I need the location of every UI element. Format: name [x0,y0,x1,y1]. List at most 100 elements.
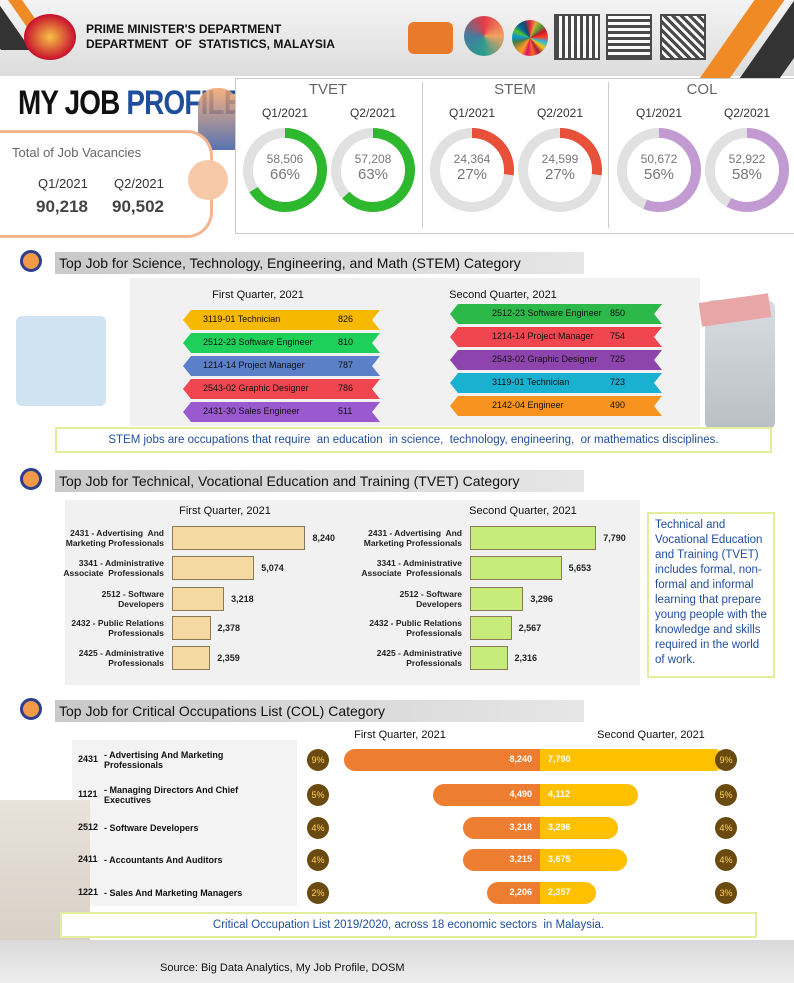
bar-q2 [540,784,638,806]
note-box: Critical Occupation List 2019/2020, acro… [60,912,757,938]
share-circle [307,849,329,871]
job-name: 2431 - Advertising And Marketing Profess… [65,528,164,548]
donut [243,128,327,212]
bar-value: 3,218 [509,822,532,832]
job-name: 2431 - Advertising And Marketing Profess… [363,528,462,548]
bar-value: 7,790 [548,754,571,764]
job-value: 723 [610,377,626,387]
bar-q2 [540,882,597,904]
road [0,940,794,983]
job-name: 2432 - Public Relations Professionals [369,618,462,638]
share-circle [715,849,737,871]
quarter-heading: First Quarter, 2021 [212,289,304,301]
job-name: 3341 - Administrative Associate Professi… [361,558,462,578]
quarter-heading: First Quarter, 2021 [354,729,446,741]
donut-percent: 27% [544,166,576,183]
share-circle [307,817,329,839]
vacancy-icon [188,160,228,200]
source: Source: Big Data Analytics, My Job Profi… [160,962,405,974]
col-panel [72,740,297,906]
bar-value: 7,790 [603,533,626,543]
bar [172,616,211,640]
bar-value: 3,296 [548,822,571,832]
bar-value: 3,296 [530,594,553,604]
bar [470,646,508,670]
job-name: 3341 - Administrative Associate Professi… [63,558,164,578]
section-title: Top Job for Science, Technology, Enginee… [55,252,584,274]
qr-code [606,14,652,60]
donut-arc [518,128,602,212]
job-code: 2431 [78,754,99,764]
donut-count: 58,506 [266,152,304,166]
share-circle [715,817,737,839]
job-ribbon [183,402,380,422]
share-label: 9% [719,755,733,765]
bar-value: 8,240 [312,533,336,543]
job-ribbon [450,373,662,393]
job-ribbon [183,356,380,376]
partner-logo [408,22,453,54]
job-ribbon [183,333,380,353]
donut-count: 50,672 [640,152,678,166]
job-value: 786 [338,383,354,393]
donut-percent: 27% [456,166,488,183]
sdg-logo [512,20,548,56]
bar-value: 3,218 [231,594,254,604]
job-name: 2512-23 Software Engineer [203,337,313,347]
quarter-heading: Second Quarter, 2021 [469,505,577,517]
bar-value: 2,378 [217,623,241,633]
job-value: 810 [338,337,354,347]
bar-q2 [540,817,619,839]
bar-q1 [463,849,540,871]
job-name: 3119-01 Technician [203,314,281,324]
job-value: 490 [610,400,626,410]
donut-quarter: Q2/2021 [536,106,584,120]
donut-percent: 58% [731,166,763,183]
donut-quarter: Q2/2021 [349,106,397,120]
job-ribbon [450,304,662,324]
donut-arc [331,128,415,212]
job-name: 2431-30 Sales Engineer [203,406,300,416]
share-label: 2% [311,888,325,898]
job-value: 754 [610,331,626,341]
bar-q1 [487,882,540,904]
job-name: 2512 - Software Developers [399,589,462,609]
job-value: 850 [610,308,626,318]
donut-count: 57,208 [354,152,392,166]
job-name: 2432 - Public Relations Professionals [71,618,164,638]
job-code: 1221 [78,887,99,897]
share-label: 3% [719,888,733,898]
vacancy-value: 90,218 [36,197,88,216]
donut-arc [243,128,327,212]
bar [470,616,512,640]
quarter-heading: Second Quarter, 2021 [597,729,705,741]
donut-group-title: TVET [308,81,348,98]
section-icon [20,250,42,272]
bar [470,587,524,611]
bar-value: 3,215 [509,854,532,864]
bar-value: 5,074 [261,563,284,573]
bar-q1 [433,784,540,806]
donut-group-title: STEM [494,81,536,98]
job-name: - Advertising And Marketing Professional… [104,750,224,770]
bar-value: 2,206 [509,887,532,897]
bar-value: 3,675 [548,854,571,864]
donut-arc [705,128,789,212]
bar-value: 4,112 [548,789,571,799]
donut-quarter: Q1/2021 [261,106,309,120]
partner-logo [464,16,504,56]
job-name: - Software Developers [104,823,199,833]
bar [470,556,562,580]
job-name: 2425 - Administrative Professionals [376,648,462,668]
qr-code [660,14,706,60]
vacancy-box [0,130,213,238]
share-label: 9% [311,755,325,765]
bar-q1 [463,817,540,839]
vacancy-quarter: Q2/2021 [114,176,164,191]
bar [172,646,211,670]
bar-value: 2,357 [548,887,571,897]
divider [422,82,423,228]
job-value: 725 [610,354,626,364]
